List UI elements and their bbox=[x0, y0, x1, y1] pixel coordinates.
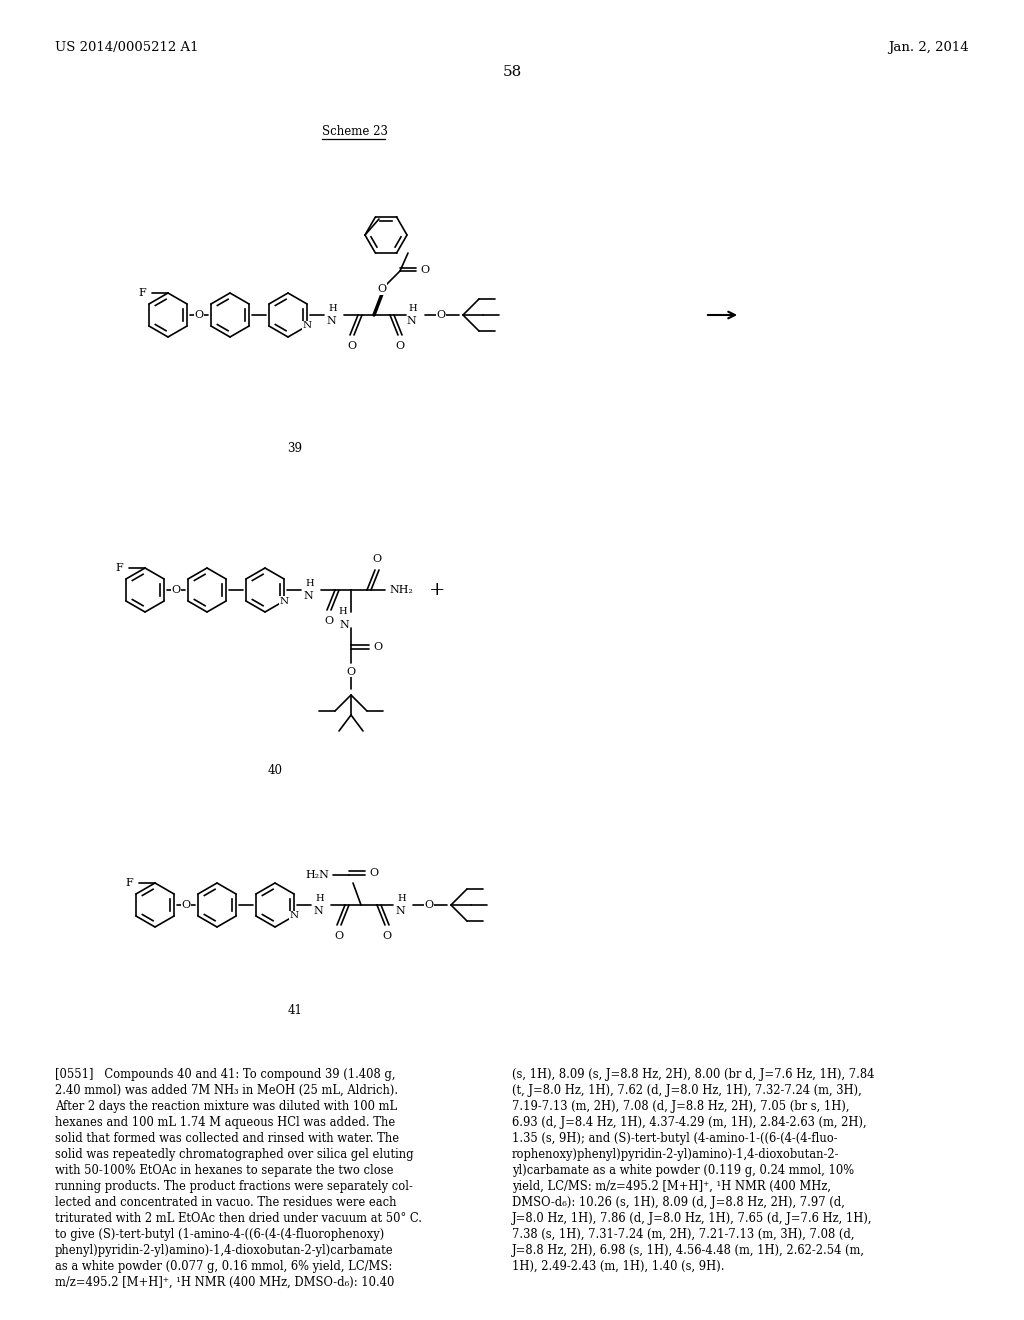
Text: O: O bbox=[424, 900, 433, 909]
Text: N: N bbox=[395, 906, 404, 916]
Text: yl)carbamate as a white powder (0.119 g, 0.24 mmol, 10%: yl)carbamate as a white powder (0.119 g,… bbox=[512, 1164, 854, 1177]
Text: After 2 days the reaction mixture was diluted with 100 mL: After 2 days the reaction mixture was di… bbox=[55, 1100, 397, 1113]
Text: with 50-100% EtOAc in hexanes to separate the two close: with 50-100% EtOAc in hexanes to separat… bbox=[55, 1164, 393, 1177]
Text: H: H bbox=[305, 579, 313, 587]
Text: O: O bbox=[171, 585, 180, 595]
Text: O: O bbox=[420, 265, 429, 275]
Text: J=8.0 Hz, 1H), 7.86 (d, J=8.0 Hz, 1H), 7.65 (d, J=7.6 Hz, 1H),: J=8.0 Hz, 1H), 7.86 (d, J=8.0 Hz, 1H), 7… bbox=[512, 1212, 872, 1225]
Text: O: O bbox=[436, 310, 445, 319]
Text: 2.40 mmol) was added 7M NH₃ in MeOH (25 mL, Aldrich).: 2.40 mmol) was added 7M NH₃ in MeOH (25 … bbox=[55, 1084, 398, 1097]
Text: H₂N: H₂N bbox=[305, 870, 329, 880]
Text: Scheme 23: Scheme 23 bbox=[322, 125, 388, 139]
Text: O: O bbox=[181, 900, 190, 909]
Text: 6.93 (d, J=8.4 Hz, 1H), 4.37-4.29 (m, 1H), 2.84-2.63 (m, 2H),: 6.93 (d, J=8.4 Hz, 1H), 4.37-4.29 (m, 1H… bbox=[512, 1115, 866, 1129]
Text: [0551]   Compounds 40 and 41: To compound 39 (1.408 g,: [0551] Compounds 40 and 41: To compound … bbox=[55, 1068, 395, 1081]
Text: 41: 41 bbox=[288, 1003, 302, 1016]
Text: N: N bbox=[313, 906, 323, 916]
Text: rophenoxy)phenyl)pyridin-2-yl)amino)-1,4-dioxobutan-2-: rophenoxy)phenyl)pyridin-2-yl)amino)-1,4… bbox=[512, 1148, 840, 1162]
Text: H: H bbox=[328, 304, 337, 313]
Text: N: N bbox=[290, 912, 299, 920]
Text: F: F bbox=[116, 564, 123, 573]
Text: O: O bbox=[335, 931, 344, 941]
Text: +: + bbox=[429, 581, 445, 599]
Text: to give (S)-tert-butyl (1-amino-4-((6-(4-(4-fluorophenoxy): to give (S)-tert-butyl (1-amino-4-((6-(4… bbox=[55, 1228, 384, 1241]
Text: solid was repeatedly chromatographed over silica gel eluting: solid was repeatedly chromatographed ove… bbox=[55, 1148, 414, 1162]
Text: H: H bbox=[315, 894, 324, 903]
Text: O: O bbox=[373, 642, 382, 652]
Text: as a white powder (0.077 g, 0.16 mmol, 6% yield, LC/MS:: as a white powder (0.077 g, 0.16 mmol, 6… bbox=[55, 1261, 392, 1272]
Text: hexanes and 100 mL 1.74 M aqueous HCl was added. The: hexanes and 100 mL 1.74 M aqueous HCl wa… bbox=[55, 1115, 395, 1129]
Text: 40: 40 bbox=[267, 763, 283, 776]
Text: N: N bbox=[303, 591, 312, 601]
Text: N: N bbox=[280, 597, 289, 606]
Text: H: H bbox=[408, 304, 417, 313]
Text: (s, 1H), 8.09 (s, J=8.8 Hz, 2H), 8.00 (br d, J=7.6 Hz, 1H), 7.84: (s, 1H), 8.09 (s, J=8.8 Hz, 2H), 8.00 (b… bbox=[512, 1068, 874, 1081]
Text: F: F bbox=[138, 288, 146, 298]
Text: N: N bbox=[339, 620, 349, 630]
Text: J=8.8 Hz, 2H), 6.98 (s, 1H), 4.56-4.48 (m, 1H), 2.62-2.54 (m,: J=8.8 Hz, 2H), 6.98 (s, 1H), 4.56-4.48 (… bbox=[512, 1243, 865, 1257]
Text: N: N bbox=[406, 315, 416, 326]
Text: (t, J=8.0 Hz, 1H), 7.62 (d, J=8.0 Hz, 1H), 7.32-7.24 (m, 3H),: (t, J=8.0 Hz, 1H), 7.62 (d, J=8.0 Hz, 1H… bbox=[512, 1084, 862, 1097]
Text: phenyl)pyridin-2-yl)amino)-1,4-dioxobutan-2-yl)carbamate: phenyl)pyridin-2-yl)amino)-1,4-dioxobuta… bbox=[55, 1243, 393, 1257]
Text: H: H bbox=[338, 607, 347, 616]
Text: H: H bbox=[397, 894, 406, 903]
Text: solid that formed was collected and rinsed with water. The: solid that formed was collected and rins… bbox=[55, 1133, 399, 1144]
Text: Jan. 2, 2014: Jan. 2, 2014 bbox=[889, 41, 969, 54]
Text: 39: 39 bbox=[288, 441, 302, 454]
Text: m/z=495.2 [M+H]⁺, ¹H NMR (400 MHz, DMSO-d₆): 10.40: m/z=495.2 [M+H]⁺, ¹H NMR (400 MHz, DMSO-… bbox=[55, 1276, 394, 1290]
Text: N: N bbox=[302, 322, 311, 330]
Text: 7.38 (s, 1H), 7.31-7.24 (m, 2H), 7.21-7.13 (m, 3H), 7.08 (d,: 7.38 (s, 1H), 7.31-7.24 (m, 2H), 7.21-7.… bbox=[512, 1228, 854, 1241]
Text: NH₂: NH₂ bbox=[389, 585, 413, 595]
Text: triturated with 2 mL EtOAc then dried under vacuum at 50° C.: triturated with 2 mL EtOAc then dried un… bbox=[55, 1212, 422, 1225]
Text: O: O bbox=[325, 616, 334, 626]
Text: US 2014/0005212 A1: US 2014/0005212 A1 bbox=[55, 41, 199, 54]
Text: O: O bbox=[369, 869, 378, 878]
Text: O: O bbox=[378, 284, 387, 294]
Text: O: O bbox=[195, 310, 204, 319]
Text: O: O bbox=[382, 931, 391, 941]
Text: O: O bbox=[347, 341, 356, 351]
Text: O: O bbox=[346, 667, 355, 677]
Text: F: F bbox=[125, 878, 133, 888]
Text: lected and concentrated in vacuo. The residues were each: lected and concentrated in vacuo. The re… bbox=[55, 1196, 396, 1209]
Text: O: O bbox=[373, 554, 382, 564]
Text: 1.35 (s, 9H); and (S)-tert-butyl (4-amino-1-((6-(4-(4-fluo-: 1.35 (s, 9H); and (S)-tert-butyl (4-amin… bbox=[512, 1133, 838, 1144]
Text: O: O bbox=[395, 341, 404, 351]
Text: 58: 58 bbox=[503, 65, 521, 79]
Text: DMSO-d₆): 10.26 (s, 1H), 8.09 (d, J=8.8 Hz, 2H), 7.97 (d,: DMSO-d₆): 10.26 (s, 1H), 8.09 (d, J=8.8 … bbox=[512, 1196, 845, 1209]
Text: running products. The product fractions were separately col-: running products. The product fractions … bbox=[55, 1180, 413, 1193]
Text: yield, LC/MS: m/z=495.2 [M+H]⁺, ¹H NMR (400 MHz,: yield, LC/MS: m/z=495.2 [M+H]⁺, ¹H NMR (… bbox=[512, 1180, 831, 1193]
Text: N: N bbox=[326, 315, 336, 326]
Text: 1H), 2.49-2.43 (m, 1H), 1.40 (s, 9H).: 1H), 2.49-2.43 (m, 1H), 1.40 (s, 9H). bbox=[512, 1261, 725, 1272]
Text: 7.19-7.13 (m, 2H), 7.08 (d, J=8.8 Hz, 2H), 7.05 (br s, 1H),: 7.19-7.13 (m, 2H), 7.08 (d, J=8.8 Hz, 2H… bbox=[512, 1100, 850, 1113]
